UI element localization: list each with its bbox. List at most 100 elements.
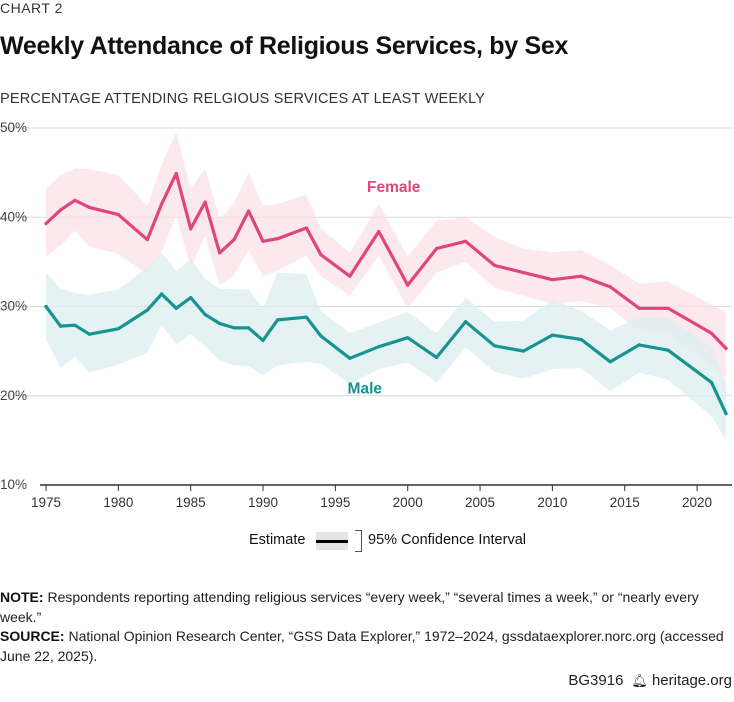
data-point-male xyxy=(521,349,526,353)
data-point-female xyxy=(666,306,670,310)
data-point-male xyxy=(116,327,120,331)
data-point-male xyxy=(550,333,555,337)
data-point-female xyxy=(203,200,207,204)
y-tick-label: 30% xyxy=(0,299,27,314)
data-point-male xyxy=(203,312,207,317)
data-point-female xyxy=(709,331,714,335)
x-tick-label: 1980 xyxy=(103,495,133,510)
x-tick-label: 1985 xyxy=(176,495,206,510)
data-point-female xyxy=(579,274,583,278)
y-tick-label: 20% xyxy=(0,388,27,403)
data-point-female xyxy=(261,239,265,243)
data-point-male xyxy=(492,344,497,348)
y-tick-label: 40% xyxy=(0,209,27,224)
data-point-female xyxy=(232,238,236,242)
x-tick-label: 1975 xyxy=(31,495,61,510)
data-point-male xyxy=(666,348,670,352)
data-point-female xyxy=(319,253,323,257)
report-code: BG3916 xyxy=(568,672,624,689)
data-point-male xyxy=(73,323,77,327)
y-tick-label: 50% xyxy=(0,120,27,135)
source-line: SOURCE: National Opinion Research Center… xyxy=(0,627,734,666)
footer: BG3916 🔔︎ heritage.org xyxy=(568,672,732,689)
data-point-male xyxy=(319,334,323,338)
data-point-female xyxy=(304,226,308,230)
data-point-male xyxy=(145,308,149,312)
data-point-female xyxy=(44,221,48,226)
source-text: National Opinion Research Center, “GSS D… xyxy=(0,628,724,664)
data-point-female xyxy=(724,346,728,350)
data-point-male xyxy=(435,355,439,359)
data-point-female xyxy=(58,208,63,212)
chart-subtitle: PERCENTAGE ATTENDING RELGIOUS SERVICES A… xyxy=(0,91,486,107)
x-tick-label: 2010 xyxy=(537,495,567,510)
data-point-male xyxy=(406,336,410,340)
data-point-male xyxy=(44,304,48,309)
data-point-male xyxy=(464,320,468,324)
y-tick-label: 10% xyxy=(0,477,27,492)
data-point-male xyxy=(377,345,381,349)
data-point-male xyxy=(637,343,641,347)
line-chart: 10% 20% 30% 40% 50% 1975 1980 1985 1990 1995 2000 2… xyxy=(0,120,732,510)
legend-ci-label: 95% Confidence Interval xyxy=(368,532,526,548)
x-tick-label: 2000 xyxy=(393,495,423,510)
data-point-male xyxy=(58,324,63,328)
data-point-female xyxy=(435,246,439,251)
data-point-female xyxy=(464,239,468,243)
data-point-male xyxy=(304,315,308,319)
series-label-female: Female xyxy=(367,179,421,196)
data-point-female xyxy=(637,306,641,310)
legend-estimate-label: Estimate xyxy=(249,532,306,548)
x-tick-label: 1995 xyxy=(320,495,350,510)
data-point-female xyxy=(377,229,381,234)
data-point-male xyxy=(160,292,164,296)
ci-band-male xyxy=(46,252,726,441)
data-point-male xyxy=(261,338,265,342)
data-point-female xyxy=(608,285,612,289)
data-point-male xyxy=(275,318,280,322)
legend-estimate-swatch xyxy=(316,540,348,543)
source-label: SOURCE: xyxy=(0,628,65,644)
data-point-male xyxy=(232,326,236,330)
data-point-male xyxy=(247,326,251,330)
chart-title: Weekly Attendance of Religious Services,… xyxy=(0,32,569,60)
data-point-male xyxy=(579,337,583,342)
series-label-male: Male xyxy=(348,381,383,398)
chart-kicker: CHART 2 xyxy=(0,0,63,16)
legend-bracket xyxy=(355,530,362,552)
x-tick-label: 2005 xyxy=(465,495,495,510)
data-point-female xyxy=(406,283,410,287)
note-text: Respondents reporting attending religiou… xyxy=(0,589,699,625)
data-point-female xyxy=(521,271,526,275)
site-name: heritage.org xyxy=(651,672,732,689)
x-tick-label: 1990 xyxy=(248,495,278,510)
data-point-female xyxy=(160,202,164,206)
data-point-male xyxy=(218,321,222,326)
x-tick-label: 2015 xyxy=(610,495,640,510)
data-point-male xyxy=(189,296,193,300)
data-point-male xyxy=(174,306,178,310)
data-point-female xyxy=(73,198,77,202)
x-tick-label: 2020 xyxy=(682,495,712,510)
data-point-male xyxy=(709,380,714,384)
note-label: NOTE: xyxy=(0,589,44,605)
data-point-female xyxy=(87,205,91,209)
data-point-male xyxy=(724,412,728,416)
data-point-female xyxy=(247,209,251,213)
liberty-bell-icon: 🔔︎ xyxy=(631,673,648,688)
data-point-female xyxy=(550,278,555,282)
data-point-female xyxy=(492,263,497,267)
data-point-female xyxy=(348,274,352,278)
data-point-male xyxy=(608,360,612,364)
data-point-female xyxy=(189,227,193,231)
ci-band-female xyxy=(46,132,726,378)
chart-notes: NOTE: Respondents reporting attending re… xyxy=(0,588,734,666)
data-point-male xyxy=(87,332,91,336)
note-line: NOTE: Respondents reporting attending re… xyxy=(0,588,734,627)
data-point-female xyxy=(218,251,222,255)
data-point-female xyxy=(145,238,149,242)
data-point-female xyxy=(275,237,280,241)
data-point-female xyxy=(174,171,178,176)
data-point-male xyxy=(348,356,352,360)
data-point-female xyxy=(116,213,120,217)
